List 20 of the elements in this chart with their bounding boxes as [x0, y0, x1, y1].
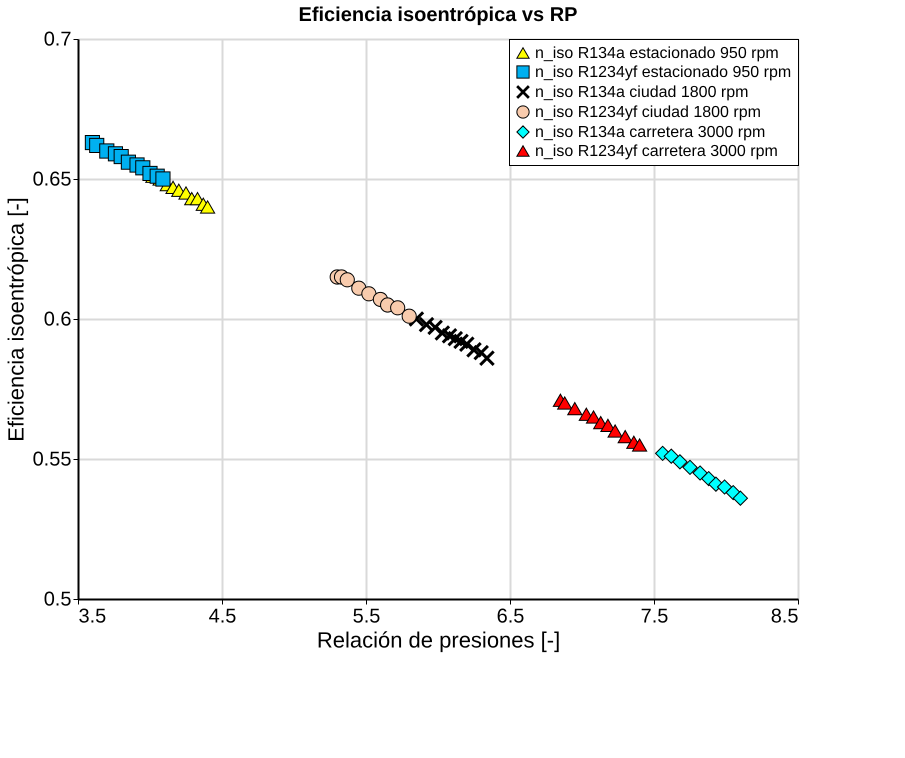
- y-tick-label: 0.5: [44, 588, 72, 610]
- x-axis-title: Relación de presiones [-]: [316, 628, 560, 652]
- x-tick-label: 8.5: [770, 606, 798, 628]
- y-tick-label: 0.6: [44, 308, 72, 330]
- y-tick-label: 0.7: [44, 28, 72, 50]
- legend-label: n_iso R134a ciudad 1800 rpm: [535, 84, 748, 101]
- y-axis-title: Eficiencia isoentrópica [-]: [4, 197, 29, 442]
- x-tick-label: 5.5: [352, 606, 380, 628]
- legend-label: n_iso R1234yf ciudad 1800 rpm: [535, 104, 761, 121]
- x-tick-label: 6.5: [496, 606, 524, 628]
- legend-label: n_iso R134a estacionado 950 rpm: [535, 45, 779, 62]
- legend-label: n_iso R134a carretera 3000 rpm: [535, 124, 766, 141]
- y-tick-label: 0.55: [32, 448, 72, 470]
- legend-label: n_iso R1234yf carretera 3000 rpm: [535, 143, 778, 160]
- x-tick-label: 3.5: [78, 606, 106, 628]
- legend-label: n_iso R1234yf estacionado 950 rpm: [535, 64, 792, 81]
- x-tick-label: 4.5: [208, 606, 236, 628]
- x-tick-label: 7.5: [640, 606, 668, 628]
- chart-title: Eficiencia isoentrópica vs RP: [298, 4, 578, 26]
- y-tick-label: 0.65: [32, 168, 72, 190]
